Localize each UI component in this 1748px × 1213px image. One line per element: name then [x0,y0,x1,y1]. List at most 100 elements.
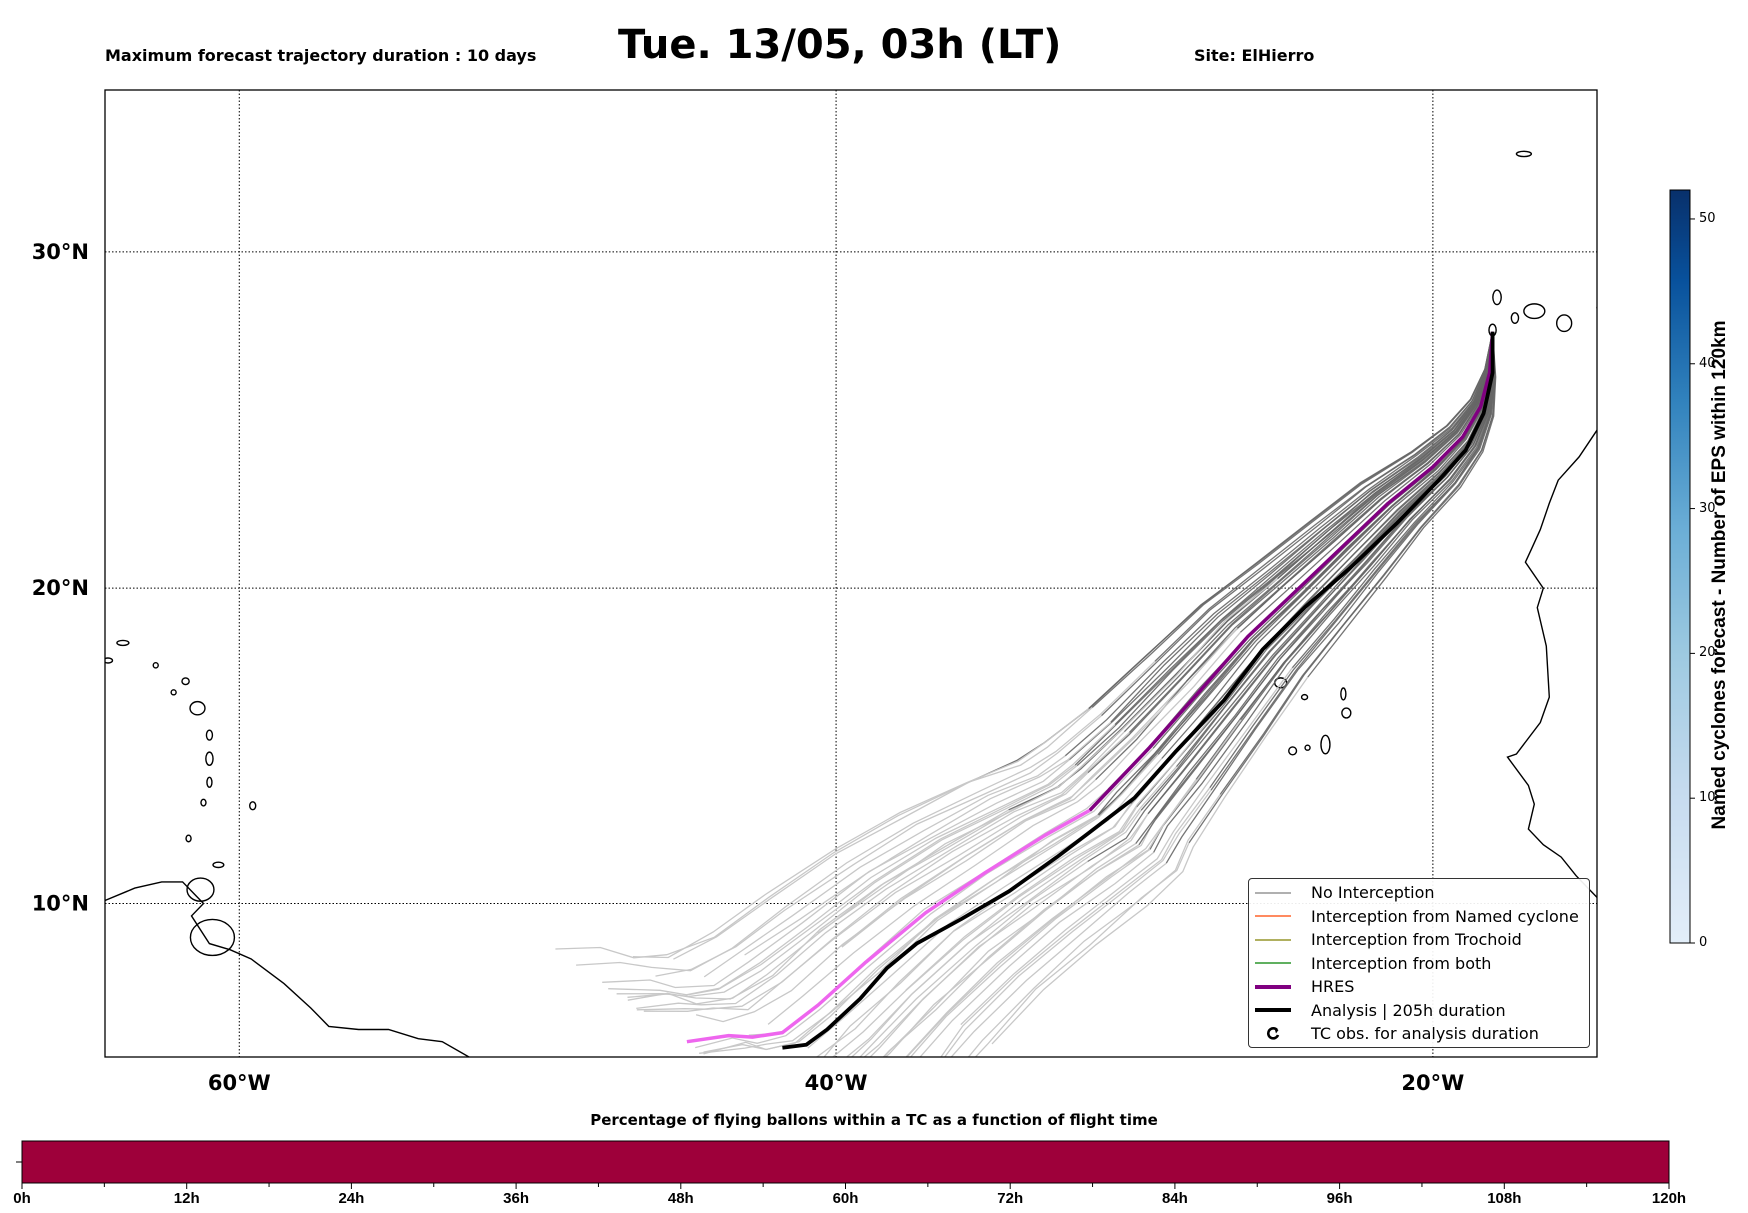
legend-item-no-interception: No Interception [1249,881,1435,904]
thin-orange-line-icon [1255,913,1291,919]
eps-trajectory-late [703,814,1100,1055]
eps-trajectory-early [1240,331,1495,721]
legend-item-tc-obs: TC obs. for analysis duration [1249,1022,1539,1045]
thin-gray-line-icon [1255,890,1291,896]
hres-trajectory-late [686,808,1091,1044]
coastlines [105,150,1597,1057]
island-outline [1304,744,1311,751]
flight-time-chart-title: Percentage of flying ballons within a TC… [590,1111,1158,1129]
axis-tick-labels: 30°N 20°N 10°N 60°W 40°W 20°W [32,240,1465,1095]
colorbar-tick-label: 30 [1699,500,1716,516]
island-outline [181,677,190,686]
eps-trajectory-early [1135,331,1494,844]
eps-trajectory-late [688,764,1076,996]
eps-trajectory-late [744,721,1112,956]
colorbar-ticks [1690,218,1695,944]
eps-trajectory-late [859,860,1088,1057]
flight-time-bar-chart [16,1140,1670,1189]
eps-trajectory-late [883,843,1137,1057]
island-outline [1515,150,1533,158]
eps-trajectory-late [636,731,1125,1010]
eps-trajectory-late [695,747,1154,1049]
latitude-label: 20°N [32,576,89,600]
tc-percentage-bar [21,1140,1670,1184]
thick-purple-line-icon [1255,983,1291,991]
island-outline [185,834,192,843]
eps-trajectory-late [940,787,1211,1057]
eps-trajectory-late [673,707,1093,960]
thin-olive-line-icon [1255,937,1291,943]
time-axis-ticks [21,1183,1670,1189]
eps-trajectory-late [943,789,1212,1057]
island-outline [1340,687,1347,701]
eps-trajectory-late [845,766,1177,1057]
eps-trajectory-late [991,676,1309,1045]
island-outline [105,657,114,664]
time-tick-label: 84h [1161,1190,1188,1207]
eps-trajectory-late [632,707,1090,959]
legend-label: TC obs. for analysis duration [1311,1024,1539,1043]
eps-trajectory-late [974,842,1190,1057]
colorbar-tick-label: 10 [1699,790,1716,806]
island-outline [152,661,159,669]
thick-black-line-icon [1255,1006,1291,1014]
island-outline [1288,746,1298,756]
island-outline [1300,693,1309,701]
analysis-trajectory [782,331,1495,1050]
legend-label: Interception from Trochoid [1311,930,1522,949]
eps-trajectory-late [616,765,1078,998]
island-outline [212,861,225,869]
island-outline [200,798,207,807]
time-tick-label: 0h [13,1190,31,1207]
latitude-label: 10°N [32,892,89,916]
map-frame [104,89,1598,1058]
island-outline [1523,303,1546,320]
coastline [1506,429,1597,898]
time-tick-label: 12h [173,1190,200,1207]
map-legend: No Interception Interception from Named … [1248,878,1590,1048]
time-tick-label: 96h [1326,1190,1353,1207]
eps-trajectory-late [967,794,1221,1057]
eps-trajectory-late [841,680,1187,948]
colorbar-gradient [1669,189,1691,944]
island-outline [170,689,177,696]
colorbar [1669,189,1695,944]
time-tick-label: 24h [338,1190,365,1207]
eps-trajectory-late [636,732,1130,1011]
longitude-label: 20°W [1401,1071,1464,1095]
eps-trajectory-early [1188,331,1496,844]
time-tick-label: 72h [997,1190,1024,1207]
longitude-label: 60°W [208,1071,271,1095]
island-outline [1320,734,1331,755]
latitude-label: 30°N [32,240,89,264]
time-tick-label: 48h [667,1190,694,1207]
legend-item-trochoid: Interception from Trochoid [1249,928,1522,951]
colorbar-label: Named cyclones forecast - Number of EPS … [1709,320,1730,830]
eps-trajectory-late [831,806,1138,1057]
island-outline [249,801,257,811]
colorbar-tick-label: 40 [1699,355,1716,371]
legend-item-named-cyclone: Interception from Named cyclone [1249,905,1579,928]
thin-green-line-icon [1255,960,1291,966]
island-outline [1510,312,1520,325]
island-outline [1492,289,1502,306]
eps-trajectory-late [703,755,1066,978]
island-outline [1341,707,1352,719]
longitude-label: 40°W [805,1071,868,1095]
eps-trajectory-late [882,818,1156,1057]
time-tick-label: 36h [503,1190,530,1207]
coastline [189,918,236,957]
legend-item-both: Interception from both [1249,952,1491,975]
time-tick-label: 60h [832,1190,859,1207]
legend-label: Interception from both [1311,953,1492,973]
eps-trajectory-late [767,631,1241,1025]
eps-trajectory-late [840,627,1238,947]
island-outline [186,877,215,902]
eps-trajectory-late [905,648,1266,991]
eps-trajectory-late [882,753,1159,974]
eps-trajectory-late [703,814,1099,1053]
eps-trajectory-early [1291,331,1495,669]
cyclone-symbol-icon [1255,1026,1291,1042]
eps-trajectory-late [627,809,1009,1005]
main-trajectories [686,331,1495,1050]
